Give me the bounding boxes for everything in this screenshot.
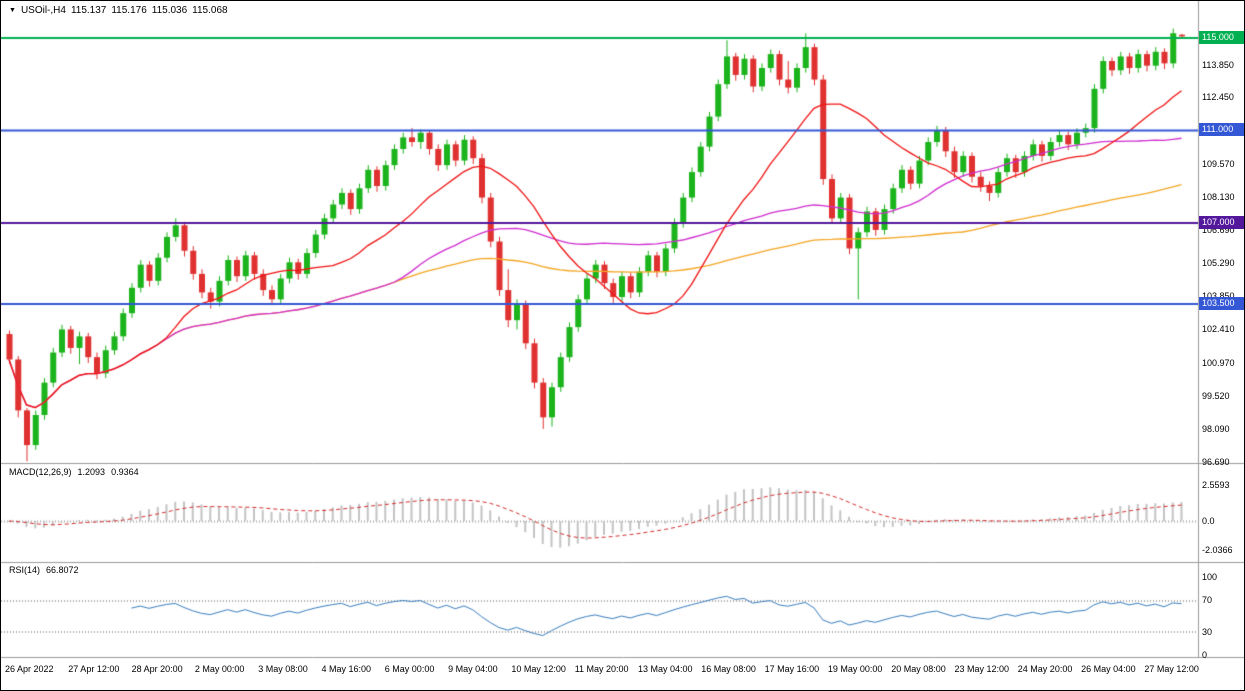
time-axis-label: 13 May 04:00 bbox=[638, 664, 693, 674]
time-axis-label: 11 May 20:00 bbox=[574, 664, 629, 674]
time-axis-label: 4 May 16:00 bbox=[321, 664, 372, 674]
price-axis-label: 106.690 bbox=[1202, 225, 1235, 236]
time-axis-label: 20 May 08:00 bbox=[891, 664, 946, 674]
symbol-marker-icon[interactable]: ▼ bbox=[9, 6, 16, 14]
price-axis-label: 109.570 bbox=[1202, 158, 1235, 169]
price-axis-label: 112.450 bbox=[1202, 91, 1234, 102]
price-axis-label: 105.290 bbox=[1202, 257, 1235, 268]
time-axis-label: 10 May 12:00 bbox=[511, 664, 566, 674]
price-level-tag: 107.000 bbox=[1199, 215, 1244, 229]
time-axis-label: 28 Apr 20:00 bbox=[131, 664, 183, 674]
macd-axis-label: 0.0 bbox=[1202, 516, 1215, 526]
macd-axis-label: -2.0366 bbox=[1202, 544, 1233, 555]
price-level-tag: 103.500 bbox=[1199, 296, 1244, 310]
rsi-axis-label: 100 bbox=[1202, 572, 1218, 582]
macd-signal-value: 0.9364 bbox=[111, 467, 139, 477]
rsi-value: 66.8072 bbox=[46, 565, 79, 575]
price-axis-label: 113.850 bbox=[1202, 59, 1234, 70]
time-axis-label: 27 Apr 12:00 bbox=[68, 664, 120, 674]
price-axis-label: 103.850 bbox=[1202, 290, 1235, 301]
time-axis-label: 16 May 08:00 bbox=[701, 664, 756, 674]
time-axis-label: 26 May 04:00 bbox=[1081, 664, 1136, 674]
macd-axis-label: 2.5593 bbox=[1202, 480, 1230, 491]
rsi-axis-label: 30 bbox=[1202, 626, 1213, 637]
time-axis-label: 19 May 00:00 bbox=[827, 664, 883, 674]
price-axis-label: 98.090 bbox=[1202, 424, 1230, 435]
macd-label: MACD(12,26,9) bbox=[9, 467, 72, 477]
price-axis-label: 102.410 bbox=[1202, 324, 1235, 335]
price-axis-label: 99.520 bbox=[1202, 391, 1230, 402]
time-axis-label: 2 May 00:00 bbox=[194, 664, 245, 674]
time-axis-label: 17 May 16:00 bbox=[764, 664, 820, 674]
price-axis-label: 96.690 bbox=[1202, 456, 1230, 467]
price-axis-label: 100.970 bbox=[1202, 357, 1235, 368]
time-axis-label: 26 Apr 2022 bbox=[5, 664, 54, 674]
rsi-header: RSI(14) 66.8072 bbox=[9, 565, 85, 575]
macd-header: MACD(12,26,9) 1.2093 0.9364 bbox=[9, 467, 145, 477]
macd-main-value: 1.2093 bbox=[77, 467, 106, 477]
ohlc-low-value: 115.036 bbox=[151, 5, 188, 16]
price-level-tag: 111.000 bbox=[1199, 123, 1244, 137]
time-axis-label: 24 May 20:00 bbox=[1017, 664, 1073, 674]
ohlc-high-value: 115.176 bbox=[111, 5, 147, 16]
time-axis-label: 9 May 04:00 bbox=[448, 664, 498, 674]
chart-title: ▼ USOil-,H4 115.137 115.176 115.036 115.068 bbox=[9, 5, 233, 16]
ohlc-open-value: 115.137 bbox=[70, 5, 107, 16]
price-axis-label: 108.130 bbox=[1202, 191, 1235, 202]
time-axis-label: 3 May 08:00 bbox=[258, 664, 308, 674]
price-level-tag: 115.000 bbox=[1199, 30, 1244, 44]
rsi-axis-label: 70 bbox=[1202, 595, 1213, 606]
symbol-period-label: USOil-,H4 bbox=[20, 5, 66, 16]
time-axis-label: 27 May 12:00 bbox=[1144, 664, 1199, 674]
ohlc-close-value: 115.068 bbox=[192, 5, 228, 16]
rsi-axis-label: 0 bbox=[1202, 650, 1208, 660]
time-axis-label: 6 May 00:00 bbox=[384, 664, 435, 674]
rsi-label: RSI(14) bbox=[9, 565, 41, 575]
time-axis-label: 23 May 12:00 bbox=[954, 664, 1010, 674]
